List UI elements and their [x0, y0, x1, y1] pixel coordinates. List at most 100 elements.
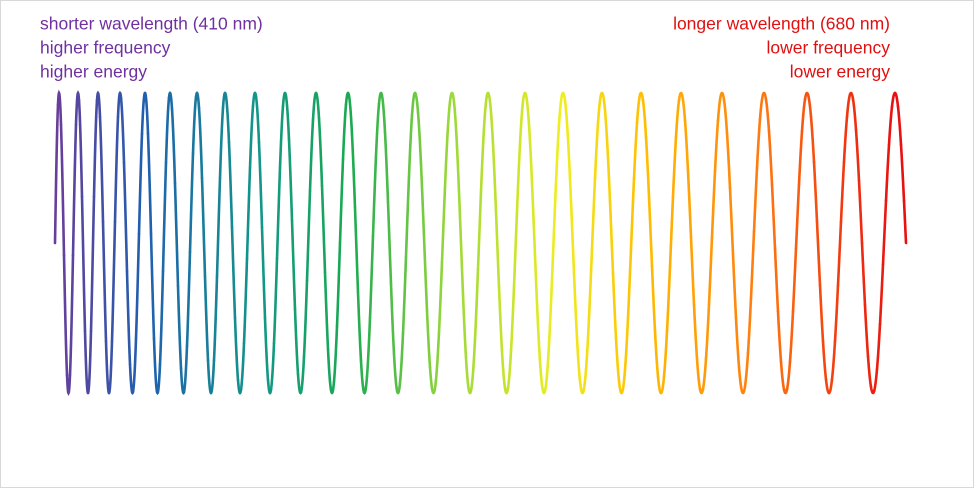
wave-segment — [536, 323, 543, 377]
wave-segment — [353, 206, 360, 294]
wave-segment — [863, 304, 870, 358]
wave-segment — [158, 269, 165, 366]
wave-segment — [782, 388, 789, 395]
wave-segment — [512, 210, 519, 289]
wave-segment — [167, 91, 174, 111]
wave-segment — [305, 189, 312, 282]
wave-segment — [737, 365, 744, 393]
wave-segment — [53, 103, 60, 245]
wave-segment — [713, 119, 720, 173]
wave-segment — [602, 99, 609, 141]
wave-segment — [236, 378, 243, 395]
wave-segment — [749, 230, 756, 300]
wave-segment — [197, 106, 204, 180]
wave-segment — [680, 93, 687, 122]
wave-segment — [791, 247, 798, 313]
wave-segment — [209, 358, 216, 395]
wave-segment — [401, 255, 408, 335]
wave-segment — [254, 94, 261, 144]
wave-segment — [800, 98, 807, 133]
wave-segment — [344, 91, 351, 106]
wave-segment — [593, 121, 600, 180]
wave-segment — [125, 269, 132, 366]
wave-segment — [572, 271, 579, 340]
wave-segment — [185, 250, 192, 348]
wave-segment — [722, 98, 729, 135]
wave-segment — [623, 316, 630, 372]
wave-segment — [416, 110, 423, 166]
wave-segment — [314, 91, 321, 120]
wave-segment — [317, 116, 324, 187]
wave-segment — [731, 252, 738, 320]
wave-segment — [95, 90, 102, 119]
wave-segment — [89, 195, 96, 333]
wave-segment — [896, 105, 903, 147]
wave-segment — [884, 143, 891, 203]
wave-segment — [752, 166, 759, 234]
left-label: shorter wavelength (410 nm) — [40, 14, 263, 34]
wave-segment — [725, 131, 732, 190]
left-label: higher frequency — [40, 38, 171, 58]
wave-segment — [797, 129, 804, 186]
wave-segment — [74, 90, 81, 126]
wave-segment — [647, 195, 654, 268]
wave-segment — [764, 98, 771, 133]
wave-segment — [881, 199, 888, 266]
wave-segment — [848, 91, 855, 101]
wave-segment — [494, 210, 501, 289]
wave-segment — [866, 355, 873, 389]
wave-segment — [542, 373, 549, 395]
wave-segment — [248, 104, 255, 170]
wave-segment — [275, 166, 282, 260]
wave-segment — [776, 310, 783, 364]
wave-segment — [398, 332, 405, 385]
right-label: lower frequency — [766, 38, 890, 58]
wave-segment — [299, 355, 306, 394]
wave-segment — [740, 385, 747, 395]
wave-segment — [497, 285, 504, 353]
wave-segment — [524, 93, 531, 126]
wave-segment — [794, 183, 801, 250]
wave-segment — [329, 380, 336, 395]
wave-segment — [152, 337, 159, 394]
wave-segment — [272, 257, 279, 345]
wave-segment — [758, 93, 765, 121]
wave-segment — [779, 360, 786, 391]
wave-segment — [902, 199, 908, 245]
wave-segment — [743, 351, 750, 388]
wave-segment — [788, 310, 795, 364]
wave-segment — [149, 232, 156, 340]
wave-segment — [413, 91, 420, 114]
wave-segment — [173, 182, 180, 288]
wave-segment — [386, 200, 393, 286]
wave-segment — [659, 375, 666, 395]
wave-segment — [422, 235, 429, 312]
wave-segment — [560, 91, 567, 103]
wave-segment — [239, 342, 246, 392]
wave-segment — [122, 161, 129, 273]
wave — [53, 89, 908, 396]
wave-segment — [191, 95, 198, 155]
wave-segment — [68, 254, 75, 377]
wave-segment — [662, 329, 669, 378]
wave-segment — [302, 279, 309, 359]
wave-segment — [176, 284, 183, 370]
wave-segment — [644, 135, 651, 198]
wave-segment — [584, 316, 591, 372]
wave-segment — [638, 91, 645, 102]
wave-segment — [707, 235, 714, 306]
wave-segment — [425, 309, 432, 369]
wave-segment — [695, 357, 702, 391]
wave-segment — [575, 336, 582, 383]
wave-segment — [161, 161, 168, 273]
wave-segment — [323, 270, 330, 351]
wave-segment — [371, 154, 378, 238]
wave-segment — [392, 352, 399, 392]
wave-segment — [332, 325, 339, 383]
wave-segment — [221, 91, 228, 110]
wave-segment — [365, 316, 372, 378]
wave-segment — [458, 215, 465, 296]
wave-segment — [827, 378, 834, 395]
wave-segment — [77, 99, 84, 198]
